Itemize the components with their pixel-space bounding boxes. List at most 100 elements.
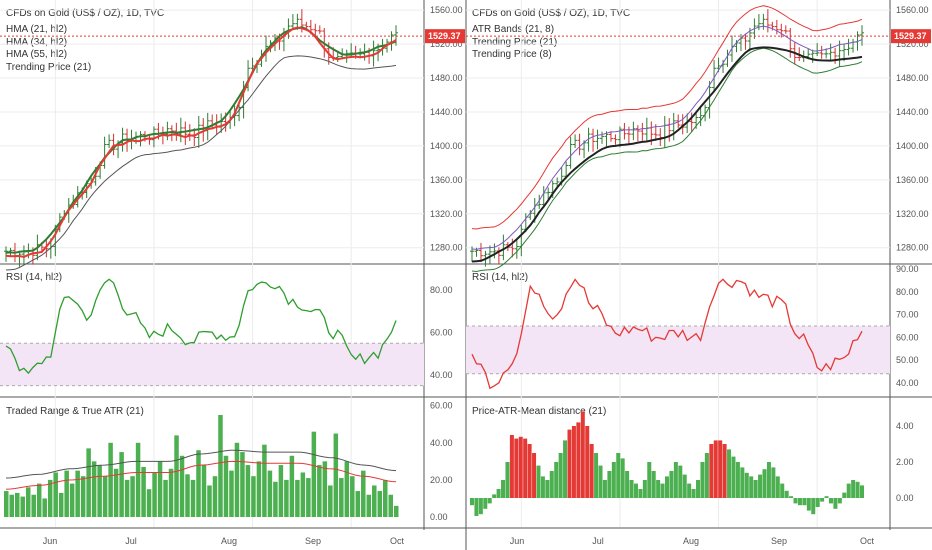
range-bar	[229, 470, 234, 517]
range-bar	[174, 435, 179, 517]
distance-bar	[585, 426, 590, 498]
R-price-tag: 1529.37	[894, 31, 927, 41]
distance-bar	[483, 498, 488, 509]
L-x-label: Sep	[305, 536, 321, 546]
R-rsi-tick: 50.00	[896, 355, 919, 365]
range-bar	[350, 476, 355, 517]
L-rsi-tick: 80.00	[430, 285, 453, 295]
right-legend-3: Trending Price (8)	[472, 49, 552, 60]
distance-bar	[598, 465, 603, 498]
range-bar	[201, 465, 207, 517]
distance-bar	[855, 481, 860, 498]
distance-bar	[518, 436, 523, 498]
distance-bar	[713, 440, 718, 498]
distance-bar	[722, 444, 727, 498]
left-legend-2: HMA (34, hl2)	[6, 37, 67, 48]
range-bar	[163, 479, 168, 517]
R-x-label: Aug	[683, 536, 699, 546]
range-bar	[47, 479, 53, 517]
range-bar	[295, 479, 300, 517]
R-price-tick: 1440.00	[896, 107, 929, 117]
R-x-label: Sep	[771, 536, 787, 546]
distance-bar	[704, 453, 709, 498]
atr-band-lower	[471, 47, 863, 273]
L-x-label: Oct	[390, 536, 405, 546]
left-range-title: Traded Range & True ATR (21)	[6, 406, 144, 417]
range-bar	[267, 470, 273, 517]
range-bar	[75, 470, 80, 517]
distance-bar	[820, 498, 825, 502]
range-bar	[317, 465, 322, 517]
distance-bar	[647, 462, 652, 498]
range-bar	[31, 494, 36, 517]
distance-bar	[532, 453, 537, 498]
distance-bar	[505, 462, 510, 498]
L-rsi-tick: 60.00	[430, 328, 453, 338]
atr-mean-line	[5, 449, 397, 479]
range-bar	[273, 481, 278, 517]
R-price-tick: 1400.00	[896, 141, 929, 151]
R-rsi-tick: 80.00	[896, 287, 919, 297]
distance-bar	[731, 456, 736, 498]
R-dist-tick: 4.00	[896, 421, 914, 431]
distance-bar	[558, 453, 563, 498]
distance-bar	[651, 471, 656, 498]
range-bar	[69, 483, 75, 517]
R-x-label: Jul	[592, 536, 604, 546]
range-bar	[300, 472, 306, 517]
distance-bar	[780, 483, 785, 498]
L-price-tag: 1529.37	[428, 31, 461, 41]
hma-21-line	[5, 26, 397, 259]
distance-bar	[580, 411, 585, 498]
range-bar	[311, 431, 317, 517]
distance-bar	[846, 483, 851, 498]
atr-band-upper	[471, 5, 863, 230]
range-bar	[383, 479, 388, 517]
distance-bar	[753, 480, 758, 498]
distance-bar	[700, 462, 705, 498]
L-price-tick: 1280.00	[430, 243, 463, 253]
L-range-tick: 20.00	[430, 475, 453, 485]
distance-bar	[811, 498, 816, 515]
range-bar	[355, 491, 361, 517]
left-legend-3: HMA (55, hl2)	[6, 49, 67, 60]
right-rsi-title: RSI (14, hl2)	[472, 272, 528, 283]
range-bar	[113, 468, 119, 517]
range-bar	[146, 489, 152, 517]
R-price-tag-box	[891, 29, 931, 44]
range-bar	[42, 498, 47, 517]
range-bar	[25, 487, 31, 517]
range-bar	[53, 472, 58, 517]
range-bar	[14, 492, 20, 517]
range-bar	[97, 465, 102, 517]
distance-bar	[758, 474, 763, 498]
true-atr-line	[5, 460, 397, 490]
distance-bar	[815, 498, 820, 507]
range-bar	[344, 461, 350, 517]
distance-bar	[665, 476, 669, 498]
range-bar	[80, 476, 86, 517]
range-bar	[102, 476, 108, 517]
distance-bar	[749, 476, 754, 498]
range-bar	[168, 468, 174, 517]
range-bar	[185, 474, 190, 517]
range-bar	[394, 505, 399, 517]
L-rsi-band	[0, 343, 424, 386]
range-bar	[157, 461, 163, 517]
distance-bar	[718, 440, 723, 498]
distance-bar	[740, 467, 745, 498]
range-bar	[372, 485, 377, 517]
range-bar	[306, 478, 311, 517]
R-dist-tick: 0.00	[896, 493, 914, 503]
L-price-tick: 1520.00	[430, 39, 463, 49]
R-x-label: Oct	[860, 536, 875, 546]
hma-34-line	[5, 26, 397, 254]
trending-price-8-line	[471, 25, 863, 250]
distance-bar	[851, 480, 856, 498]
range-bar	[152, 472, 157, 517]
range-bar	[108, 442, 113, 517]
R-price-tick: 1480.00	[896, 73, 929, 83]
trending-price-21-line	[471, 46, 863, 263]
